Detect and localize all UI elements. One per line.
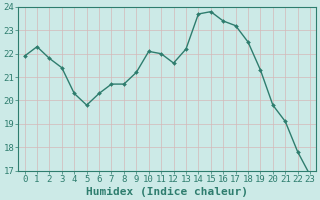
X-axis label: Humidex (Indice chaleur): Humidex (Indice chaleur) bbox=[86, 186, 248, 197]
